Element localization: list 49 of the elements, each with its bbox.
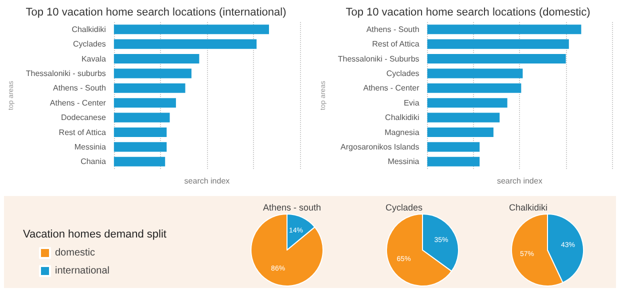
bar	[114, 142, 167, 152]
chart-title: Athens - south	[262, 202, 322, 212]
x-axis-title: search index	[496, 176, 542, 186]
bar	[114, 112, 170, 122]
y-tick-label: Athens - South	[53, 84, 106, 93]
y-tick-label: Athens - Center	[50, 98, 106, 108]
bar	[114, 127, 167, 138]
bar	[427, 54, 566, 64]
bar	[427, 142, 480, 152]
y-tick-label: Dodecanese	[61, 113, 106, 122]
y-tick-label: Messinia	[74, 142, 106, 152]
y-tick-label: Evia	[404, 98, 420, 108]
y-tick-label: Cyclades	[73, 40, 106, 49]
y-tick-label: Chania	[80, 157, 106, 166]
legend-label: domestic	[55, 248, 96, 258]
legend-title: Vacation homes demand split	[23, 228, 166, 240]
legend-label: international	[55, 266, 110, 276]
bar	[427, 24, 582, 34]
x-axis-title: search index	[184, 176, 230, 186]
y-tick-label: Athens - South	[366, 24, 420, 34]
bar	[427, 127, 494, 138]
bar	[114, 98, 176, 108]
chart-title: Chalkidiki	[508, 202, 548, 212]
bar	[114, 156, 166, 166]
y-tick-label: Cyclades	[386, 68, 420, 78]
y-tick-label: Argosaronikos Islands	[340, 142, 420, 152]
y-tick-label: Rest of Attica	[58, 128, 106, 137]
bar	[114, 83, 186, 93]
bar	[427, 156, 480, 166]
y-tick-label: Thessaloniki - Suburbs	[338, 54, 420, 64]
y-tick-label: Thessaloniki - suburbs	[26, 68, 106, 78]
chart-title: Top 10 vacation home search locations (international)	[26, 6, 286, 18]
chart-title: Top 10 vacation home search locations (domestic)	[346, 6, 590, 18]
y-tick-label: Rest of Attica	[372, 40, 420, 49]
bar	[427, 39, 569, 49]
bar	[427, 68, 523, 78]
bar	[114, 68, 192, 78]
y-tick-label: Messinia	[388, 157, 420, 166]
bar	[114, 39, 257, 49]
y-tick-label: Magnesia	[384, 128, 420, 137]
y-tick-label: Athens - Center	[363, 84, 420, 93]
bar	[427, 98, 508, 108]
bar	[427, 112, 500, 122]
bar	[114, 54, 200, 64]
y-tick-label: Chalkidiki	[385, 113, 420, 122]
bar	[427, 83, 522, 93]
y-tick-label: Kavala	[81, 54, 106, 64]
y-tick-label: Chalkidiki	[72, 24, 106, 34]
bar	[114, 24, 269, 34]
